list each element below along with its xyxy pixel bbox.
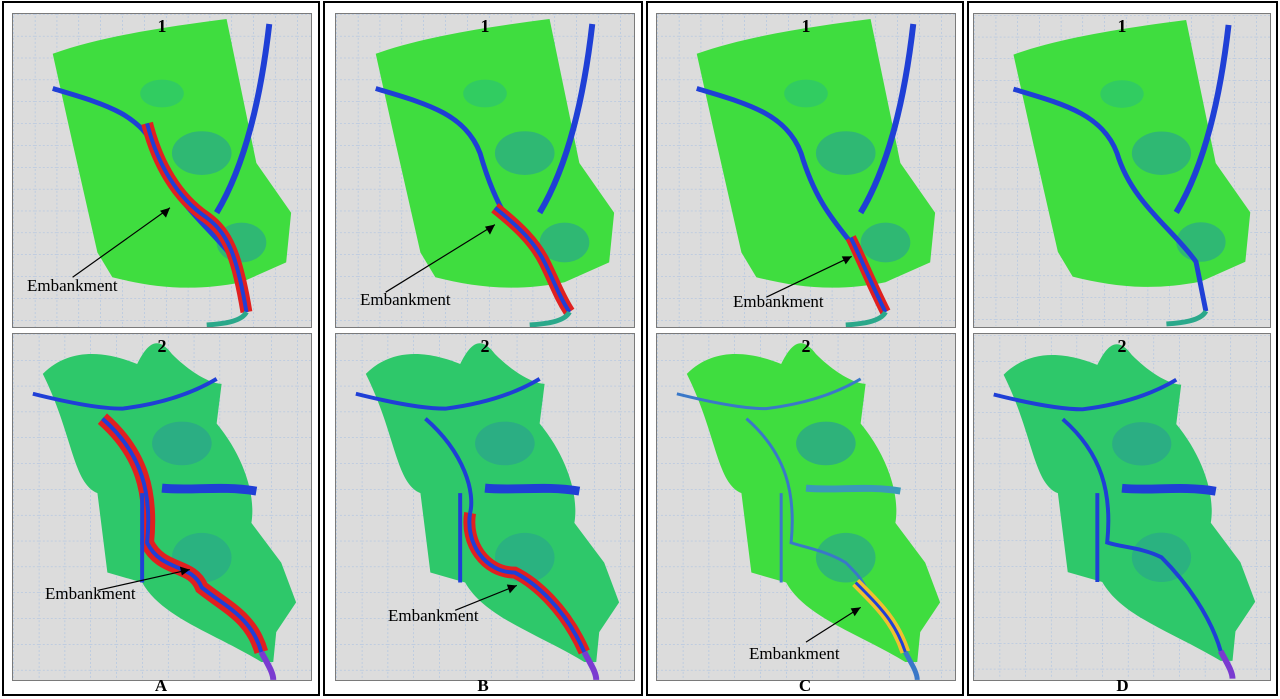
callout-label-b-2: Embankment: [388, 606, 479, 625]
callout-label-c-1: Embankment: [733, 292, 824, 311]
panel-number-c-1: 1: [801, 16, 811, 36]
panel-number-a-1: 1: [157, 16, 167, 36]
column-label-d: D: [1116, 676, 1129, 695]
terrain-map-d-1: [974, 15, 1270, 327]
panel-a-2: 2 Embankment: [12, 333, 312, 681]
terrain-map-a-2: [13, 334, 311, 680]
callout-label-b-1: Embankment: [360, 290, 451, 309]
column-frame-b: 1 Embankment 2 Embankment B: [323, 1, 643, 696]
panel-number-d-2: 2: [1117, 336, 1127, 356]
panel-number-d-1: 1: [1117, 16, 1127, 36]
column-frame-c: 1 Embankment 2 Embankment C: [646, 1, 964, 696]
column-label-c: C: [798, 676, 812, 695]
callout-arrow-b-1: [385, 224, 496, 293]
terrain-map-a-1: [13, 14, 311, 327]
panel-b-2: 2 Embankment: [335, 333, 635, 681]
callout-arrow-a-2: [97, 568, 190, 592]
panel-number-a-2: 2: [157, 336, 167, 356]
column-frame-d: 1 2 D: [967, 1, 1278, 696]
column-label-b: B: [477, 676, 489, 695]
terrain-map-c-1: [657, 14, 955, 327]
callout-arrow-b-2: [454, 584, 518, 611]
panel-number-b-1: 1: [480, 16, 490, 36]
panel-number-c-2: 2: [801, 336, 811, 356]
callout-label-c-2: Embankment: [749, 644, 840, 663]
panel-a-1: 1 Embankment: [12, 13, 312, 328]
terrain-map-b-1: [336, 14, 634, 327]
callout-arrow-c-1: [766, 255, 852, 298]
column-frame-a: 1 Embankment 2 Embankment A: [2, 1, 320, 696]
panel-c-2: 2 Embankment: [656, 333, 956, 681]
column-label-a: A: [154, 676, 168, 695]
panel-d-2: 2: [973, 333, 1271, 681]
terrain-map-c-2: [657, 334, 955, 680]
panel-b-1: 1 Embankment: [335, 13, 635, 328]
callout-label-a-2: Embankment: [45, 584, 136, 603]
panel-c-1: 1 Embankment: [656, 13, 956, 328]
terrain-map-d-2: [974, 335, 1270, 679]
callout-arrow-a-1: [72, 207, 171, 278]
panel-number-b-2: 2: [480, 336, 490, 356]
terrain-map-b-2: [336, 334, 634, 680]
callout-arrow-c-2: [805, 606, 861, 643]
panel-d-1: 1: [973, 13, 1271, 328]
callout-label-a-1: Embankment: [27, 276, 118, 295]
